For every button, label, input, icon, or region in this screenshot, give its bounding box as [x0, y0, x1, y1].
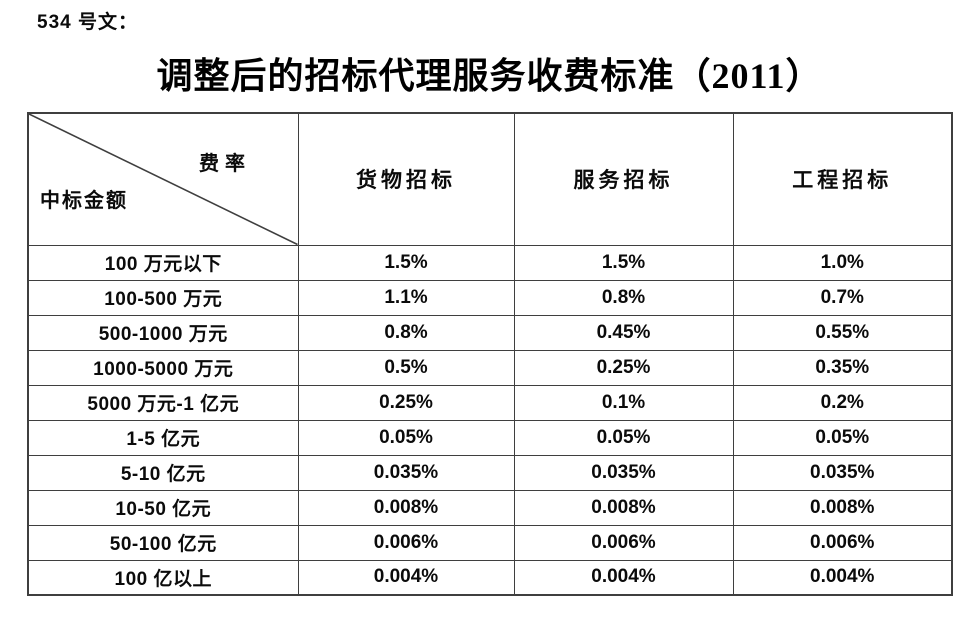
- service-rate-cell: 0.035%: [513, 454, 734, 491]
- amount-cell: 1-5 亿元: [27, 419, 299, 456]
- amount-cell: 100 万元以下: [27, 244, 299, 281]
- corner-header-cell: 费率 中标金额: [27, 112, 299, 246]
- goods-rate-cell: 0.05%: [297, 419, 515, 456]
- goods-rate-cell: 0.035%: [297, 454, 515, 491]
- table-row: 10-50 亿元 0.008% 0.008% 0.008%: [27, 489, 953, 526]
- goods-rate-cell: 0.004%: [297, 559, 515, 596]
- table-row: 50-100 亿元 0.006% 0.006% 0.006%: [27, 524, 953, 561]
- engineering-rate-cell: 0.006%: [732, 524, 953, 561]
- engineering-rate-cell: 0.05%: [732, 419, 953, 456]
- service-rate-cell: 0.004%: [513, 559, 734, 596]
- goods-rate-cell: 0.25%: [297, 384, 515, 421]
- table-header-row: 费率 中标金额 货物招标 服务招标 工程招标: [27, 112, 953, 246]
- column-header-goods-bidding: 货物招标: [297, 112, 515, 246]
- engineering-rate-cell: 0.008%: [732, 489, 953, 526]
- amount-cell: 100 亿以上: [27, 559, 299, 596]
- corner-label-bid-amount: 中标金额: [40, 190, 128, 212]
- goods-rate-cell: 0.5%: [297, 349, 515, 386]
- goods-rate-cell: 1.5%: [297, 244, 515, 281]
- table-row: 5000 万元-1 亿元 0.25% 0.1% 0.2%: [27, 384, 953, 421]
- goods-rate-cell: 0.8%: [297, 314, 515, 351]
- engineering-rate-cell: 0.035%: [732, 454, 953, 491]
- amount-cell: 500-1000 万元: [27, 314, 299, 351]
- goods-rate-cell: 0.006%: [297, 524, 515, 561]
- service-rate-cell: 0.05%: [513, 419, 734, 456]
- amount-cell: 5000 万元-1 亿元: [27, 384, 299, 421]
- column-header-service-bidding: 服务招标: [513, 112, 734, 246]
- engineering-rate-cell: 0.004%: [732, 559, 953, 596]
- service-rate-cell: 0.8%: [513, 279, 734, 316]
- diagonal-divider-line: [29, 114, 298, 245]
- amount-cell: 5-10 亿元: [27, 454, 299, 491]
- amount-cell: 100-500 万元: [27, 279, 299, 316]
- column-header-engineering-bidding: 工程招标: [732, 112, 953, 246]
- table-row: 1-5 亿元 0.05% 0.05% 0.05%: [27, 419, 953, 456]
- engineering-rate-cell: 1.0%: [732, 244, 953, 281]
- table-row: 100 亿以上 0.004% 0.004% 0.004%: [27, 559, 953, 596]
- table-row: 100-500 万元 1.1% 0.8% 0.7%: [27, 279, 953, 316]
- doc-number: 534 号文：: [37, 12, 138, 33]
- table-row: 100 万元以下 1.5% 1.5% 1.0%: [27, 244, 953, 281]
- table-row: 1000-5000 万元 0.5% 0.25% 0.35%: [27, 349, 953, 386]
- amount-cell: 10-50 亿元: [27, 489, 299, 526]
- service-rate-cell: 1.5%: [513, 244, 734, 281]
- corner-label-rate: 费率: [199, 153, 251, 175]
- engineering-rate-cell: 0.35%: [732, 349, 953, 386]
- table-row: 500-1000 万元 0.8% 0.45% 0.55%: [27, 314, 953, 351]
- engineering-rate-cell: 0.2%: [732, 384, 953, 421]
- service-rate-cell: 0.25%: [513, 349, 734, 386]
- service-rate-cell: 0.008%: [513, 489, 734, 526]
- service-rate-cell: 0.45%: [513, 314, 734, 351]
- goods-rate-cell: 1.1%: [297, 279, 515, 316]
- service-rate-cell: 0.1%: [513, 384, 734, 421]
- amount-cell: 50-100 亿元: [27, 524, 299, 561]
- fee-table: 费率 中标金额 货物招标 服务招标 工程招标 100 万元以下 1.5% 1.5…: [27, 112, 953, 596]
- goods-rate-cell: 0.008%: [297, 489, 515, 526]
- table-row: 5-10 亿元 0.035% 0.035% 0.035%: [27, 454, 953, 491]
- engineering-rate-cell: 0.7%: [732, 279, 953, 316]
- page-title: 调整后的招标代理服务收费标准（2011）: [156, 56, 823, 96]
- amount-cell: 1000-5000 万元: [27, 349, 299, 386]
- service-rate-cell: 0.006%: [513, 524, 734, 561]
- engineering-rate-cell: 0.55%: [732, 314, 953, 351]
